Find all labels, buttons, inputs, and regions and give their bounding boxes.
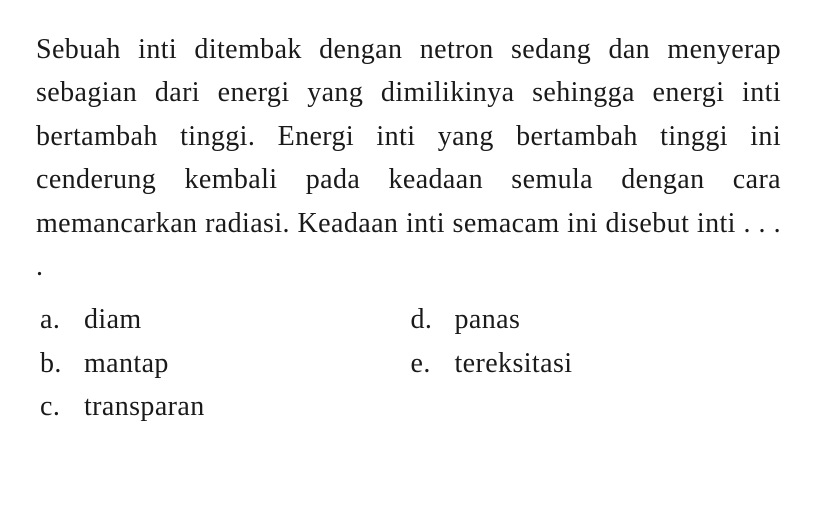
option-d-letter: d. <box>411 298 439 341</box>
option-d: d. panas <box>411 298 782 341</box>
option-a-text: diam <box>84 298 142 341</box>
option-c-letter: c. <box>40 385 68 428</box>
option-a-letter: a. <box>40 298 68 341</box>
option-e-text: tereksitasi <box>455 342 573 385</box>
option-c-text: transparan <box>84 385 205 428</box>
option-b: b. mantap <box>40 342 411 385</box>
option-c: c. transparan <box>40 385 411 428</box>
options-list: a. diam b. mantap c. transparan d. panas… <box>36 298 781 428</box>
option-a: a. diam <box>40 298 411 341</box>
option-e: e. tereksitasi <box>411 342 782 385</box>
option-b-text: mantap <box>84 342 169 385</box>
option-b-letter: b. <box>40 342 68 385</box>
option-e-letter: e. <box>411 342 439 385</box>
question-text: Sebuah inti ditembak dengan netron sedan… <box>36 28 781 288</box>
option-d-text: panas <box>455 298 521 341</box>
